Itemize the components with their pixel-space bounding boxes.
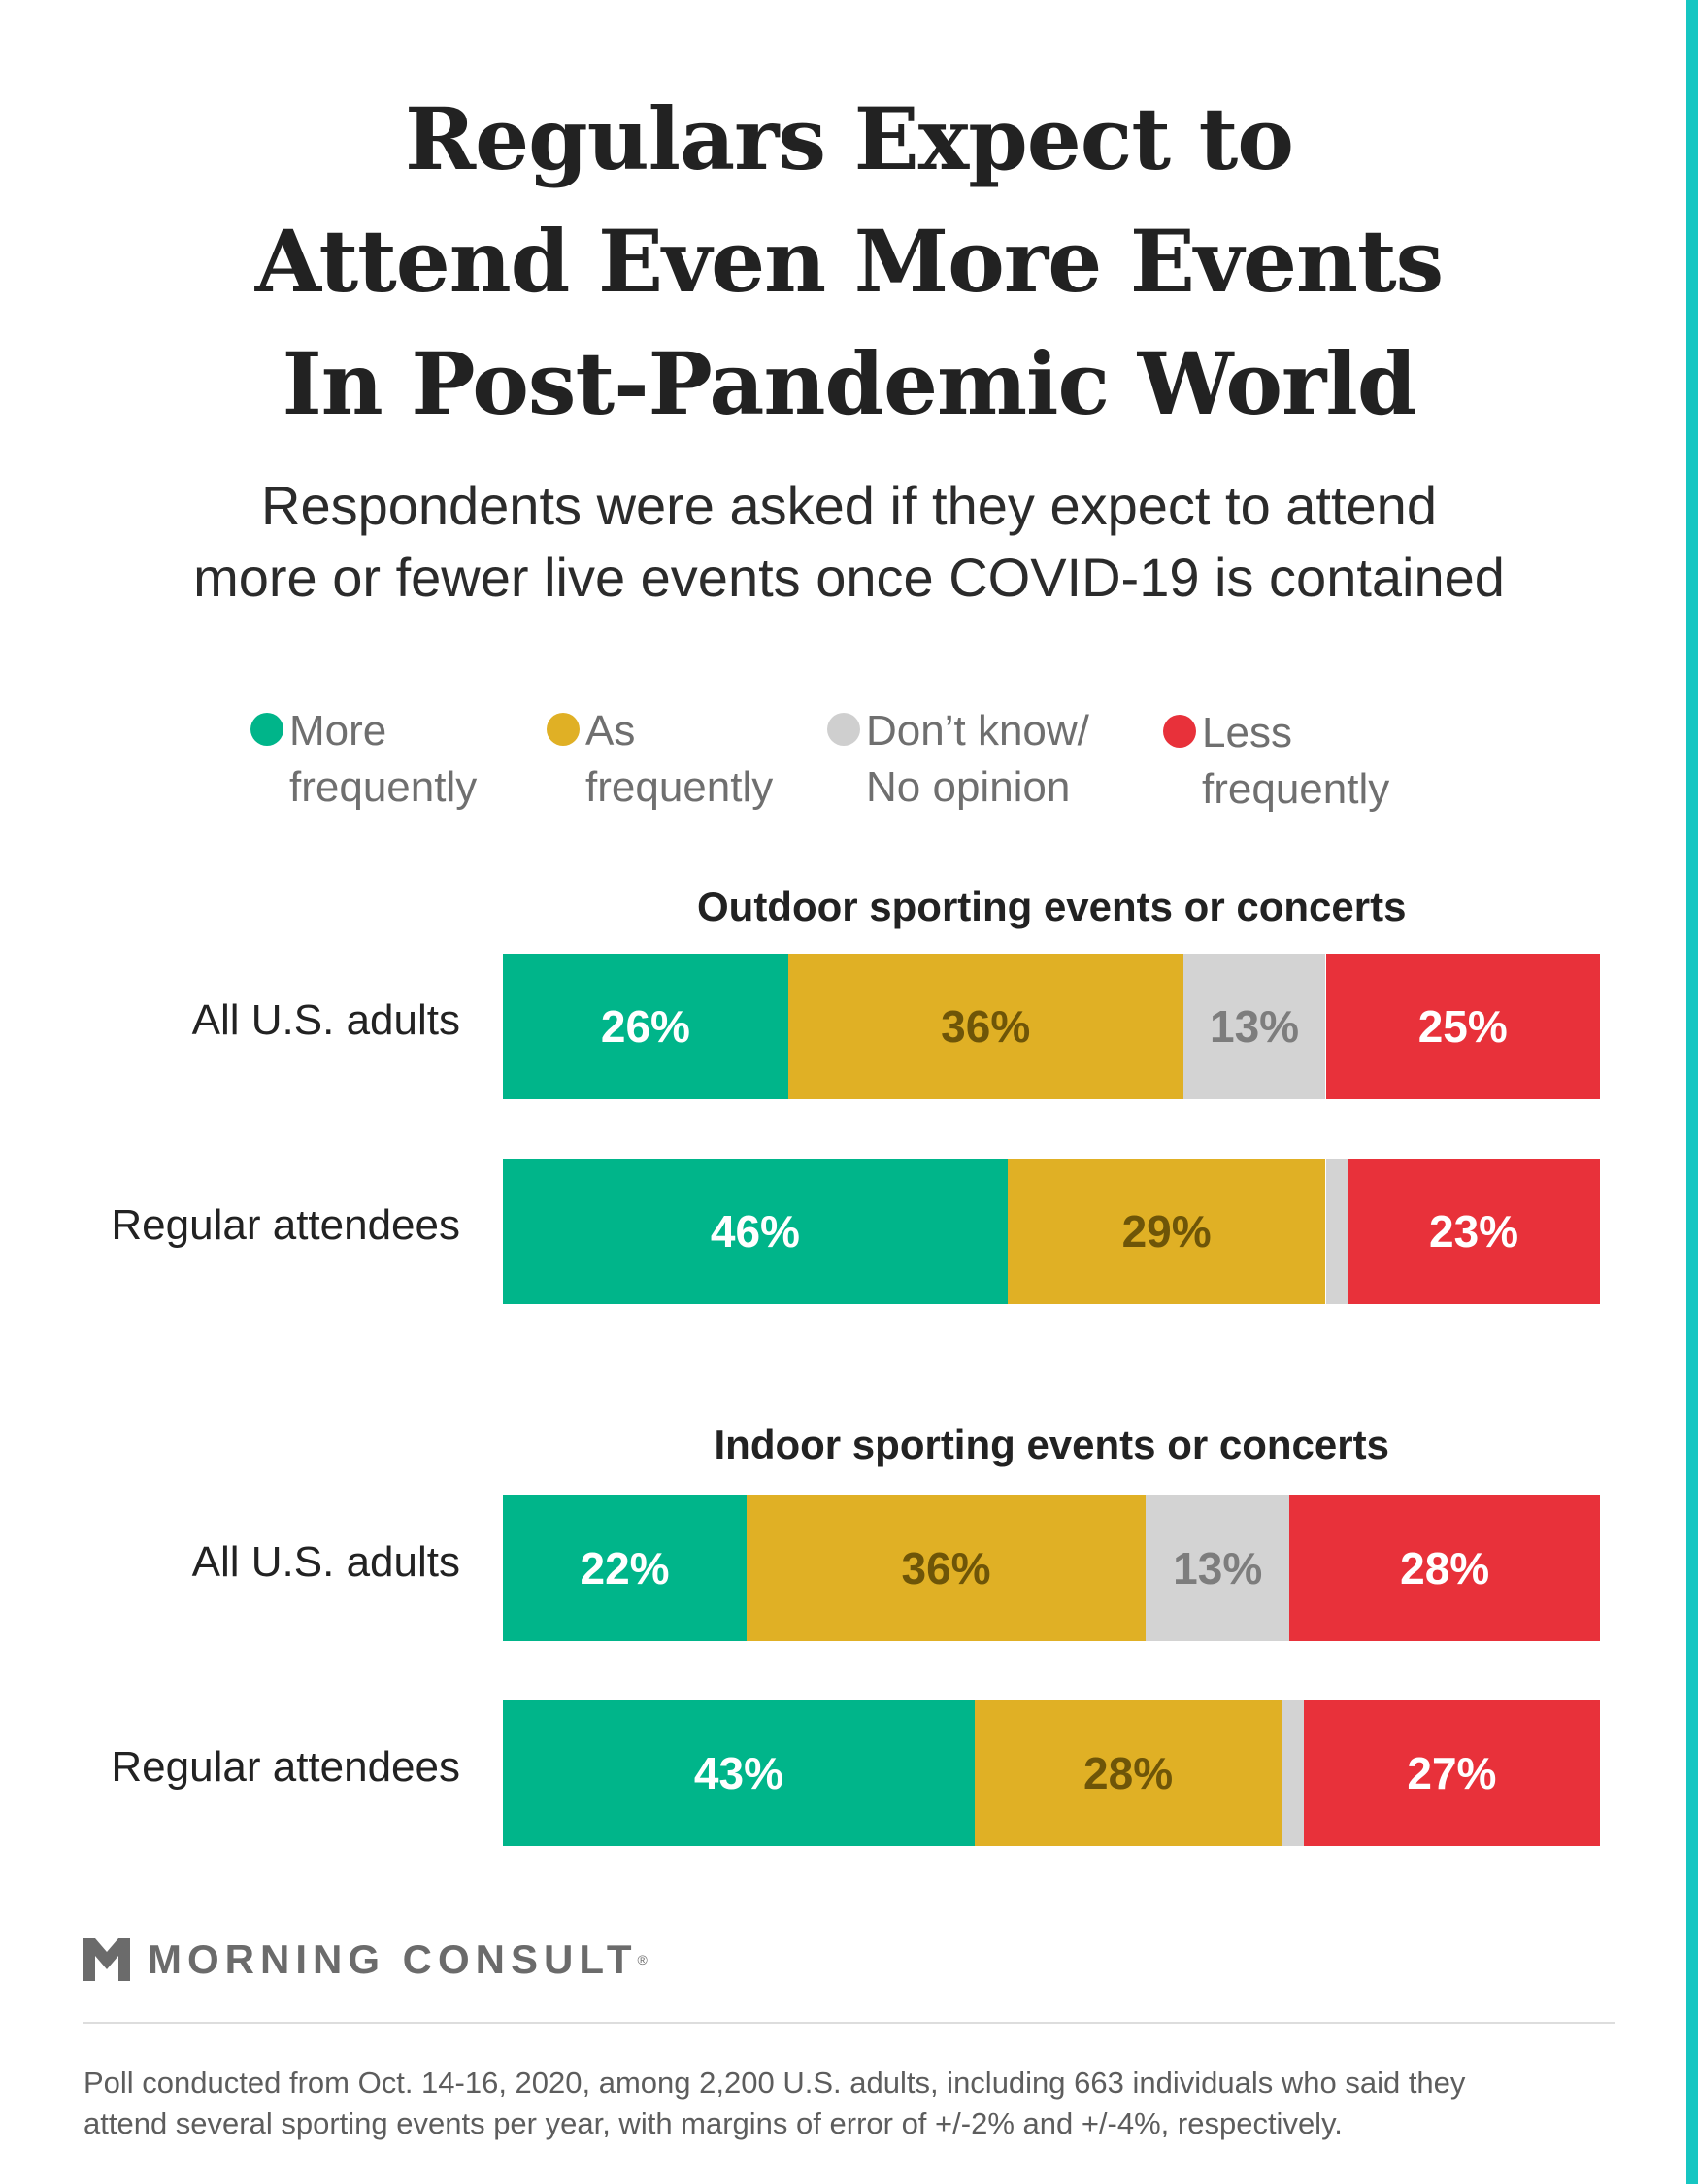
bar-segment-dont-know bbox=[1182, 954, 1326, 1099]
bar-segment-dont-know bbox=[1146, 1495, 1290, 1641]
data-label: 36% bbox=[941, 1001, 1031, 1052]
data-label: 28% bbox=[1400, 1543, 1490, 1594]
legend-label: Don’t know/No opinion bbox=[866, 707, 1089, 811]
data-label: 22% bbox=[580, 1543, 670, 1594]
brand-name: MORNING CONSULT® bbox=[148, 1936, 648, 1982]
chart-subtitle: Respondents were asked if they expect to… bbox=[0, 470, 1698, 614]
section-title: Indoor sporting events or concerts bbox=[714, 1422, 1389, 1467]
subtitle-line: more or fewer live events once COVID-19 … bbox=[193, 547, 1505, 608]
bar-segment-less-frequently bbox=[1348, 1159, 1600, 1304]
bar-segment-dont-know bbox=[1282, 1700, 1304, 1846]
bar-segment-more-frequently bbox=[503, 1495, 748, 1641]
legend-label: As frequently bbox=[585, 707, 774, 811]
title-line: In Post-Pandemic World bbox=[282, 333, 1417, 434]
footnote-line: Poll conducted from Oct. 14-16, 2020, am… bbox=[83, 2066, 1466, 2100]
morning-consult-logo-icon bbox=[83, 1938, 130, 1981]
accent-stripe bbox=[1686, 0, 1698, 2184]
footnote: Poll conducted from Oct. 14-16, 2020, am… bbox=[83, 2063, 1637, 2144]
data-label: 13% bbox=[1173, 1543, 1263, 1594]
data-label: 23% bbox=[1429, 1206, 1519, 1257]
row-label: All U.S. adults bbox=[191, 1538, 460, 1586]
data-label: 25% bbox=[1417, 1001, 1508, 1052]
footer-divider bbox=[83, 2022, 1615, 2024]
chart-title: Regulars Expect to Attend Even More Even… bbox=[0, 78, 1698, 445]
subtitle-line: Respondents were asked if they expect to… bbox=[261, 475, 1437, 536]
bar-segment-more-frequently bbox=[503, 1159, 1008, 1304]
legend-dot bbox=[547, 713, 580, 746]
title-line: Regulars Expect to bbox=[405, 88, 1294, 189]
bar-segment-as-frequently bbox=[747, 1495, 1147, 1641]
legend-dot bbox=[827, 713, 860, 746]
bar-segment-more-frequently bbox=[503, 954, 788, 1099]
bar-segment-more-frequently bbox=[503, 1700, 975, 1846]
data-label: 46% bbox=[710, 1206, 800, 1257]
row-label: Regular attendees bbox=[111, 1743, 460, 1791]
bar-segment-less-frequently bbox=[1325, 954, 1600, 1099]
section-title: Outdoor sporting events or concerts bbox=[697, 884, 1407, 929]
data-label: 36% bbox=[901, 1543, 991, 1594]
row-label: All U.S. adults bbox=[191, 996, 460, 1044]
footnote-line: attend several sporting events per year,… bbox=[83, 2106, 1343, 2140]
data-label: 43% bbox=[693, 1748, 783, 1798]
data-label: 28% bbox=[1083, 1748, 1174, 1798]
legend-dot bbox=[250, 713, 283, 746]
bar-segment-less-frequently bbox=[1289, 1495, 1600, 1641]
title-line: Attend Even More Events bbox=[254, 211, 1444, 312]
legend-label: More frequently bbox=[289, 707, 478, 811]
legend-label: Less frequently bbox=[1202, 709, 1390, 813]
data-label: 26% bbox=[600, 1001, 690, 1052]
bar-segment-as-frequently bbox=[1007, 1159, 1326, 1304]
bar-segment-less-frequently bbox=[1303, 1700, 1600, 1846]
legend-dot bbox=[1163, 715, 1196, 748]
bar-segment-as-frequently bbox=[974, 1700, 1282, 1846]
data-label: 29% bbox=[1121, 1206, 1212, 1257]
row-label: Regular attendees bbox=[111, 1201, 460, 1249]
bar-segment-dont-know bbox=[1325, 1159, 1348, 1304]
data-label: 13% bbox=[1210, 1001, 1300, 1052]
data-label: 27% bbox=[1407, 1748, 1497, 1798]
bar-segment-as-frequently bbox=[787, 954, 1183, 1099]
